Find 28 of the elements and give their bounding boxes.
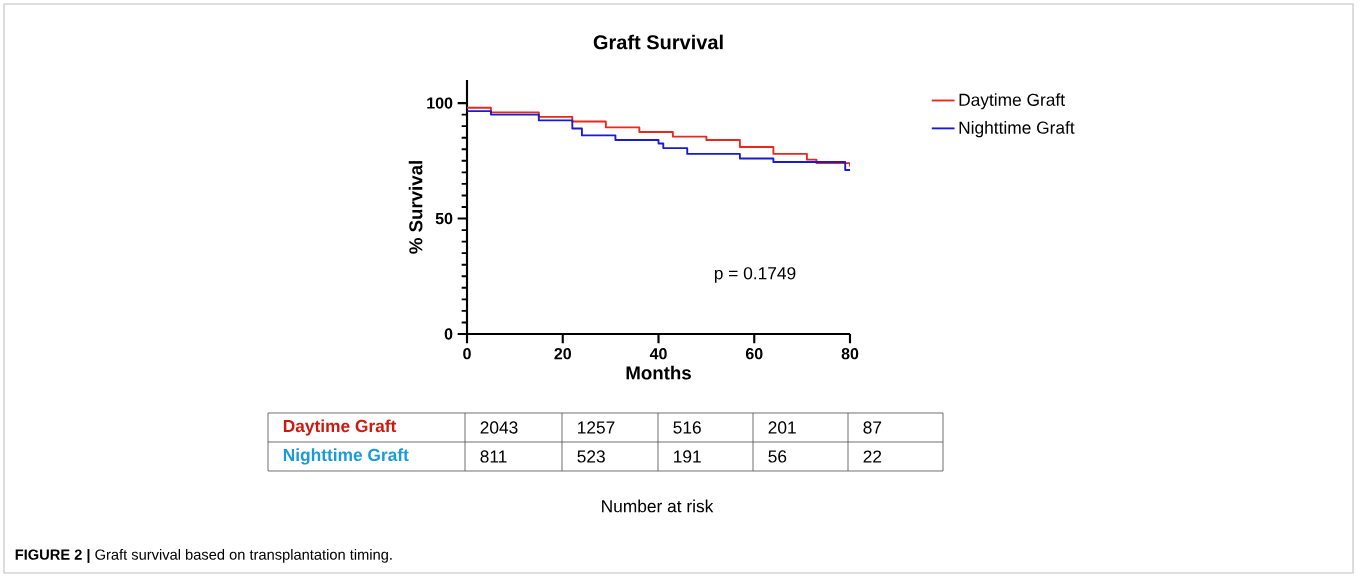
x-tick-label: 60 [745,348,763,360]
x-tick-label: 20 [554,348,571,360]
legend-label: Nighttime Graft [959,121,1075,138]
text: FIGURE 2 | Graft survival based on transplantation timing. [15,549,392,563]
y-tick-label: 100 [427,97,453,109]
text: 22 [863,450,882,463]
annotation: p = 0.1749 [714,267,796,283]
x-tick-label: 40 [649,348,667,360]
x-axis-title: Months [626,365,691,380]
text: 2043 [480,421,518,434]
text: 56 [768,450,787,463]
text: 201 [768,421,796,434]
legend-label: Daytime Graft [959,93,1065,110]
text: 1257 [578,421,615,434]
text: Nighttime Graft [283,448,409,465]
y-axis-title: % Survival [408,161,423,254]
chart-title: Graft Survival [593,34,723,50]
text: 523 [577,450,605,463]
text: Daytime Graft [283,419,397,436]
text: 516 [673,421,701,434]
y-tick-label: 50 [435,212,453,225]
x-tick-label: 80 [841,348,859,360]
text: 191 [674,450,701,463]
text: 811 [480,450,507,463]
y-tick-label: 0 [444,328,453,340]
text: 87 [863,421,882,434]
text: Number at risk [602,499,714,513]
x-tick-label: 0 [463,348,471,360]
